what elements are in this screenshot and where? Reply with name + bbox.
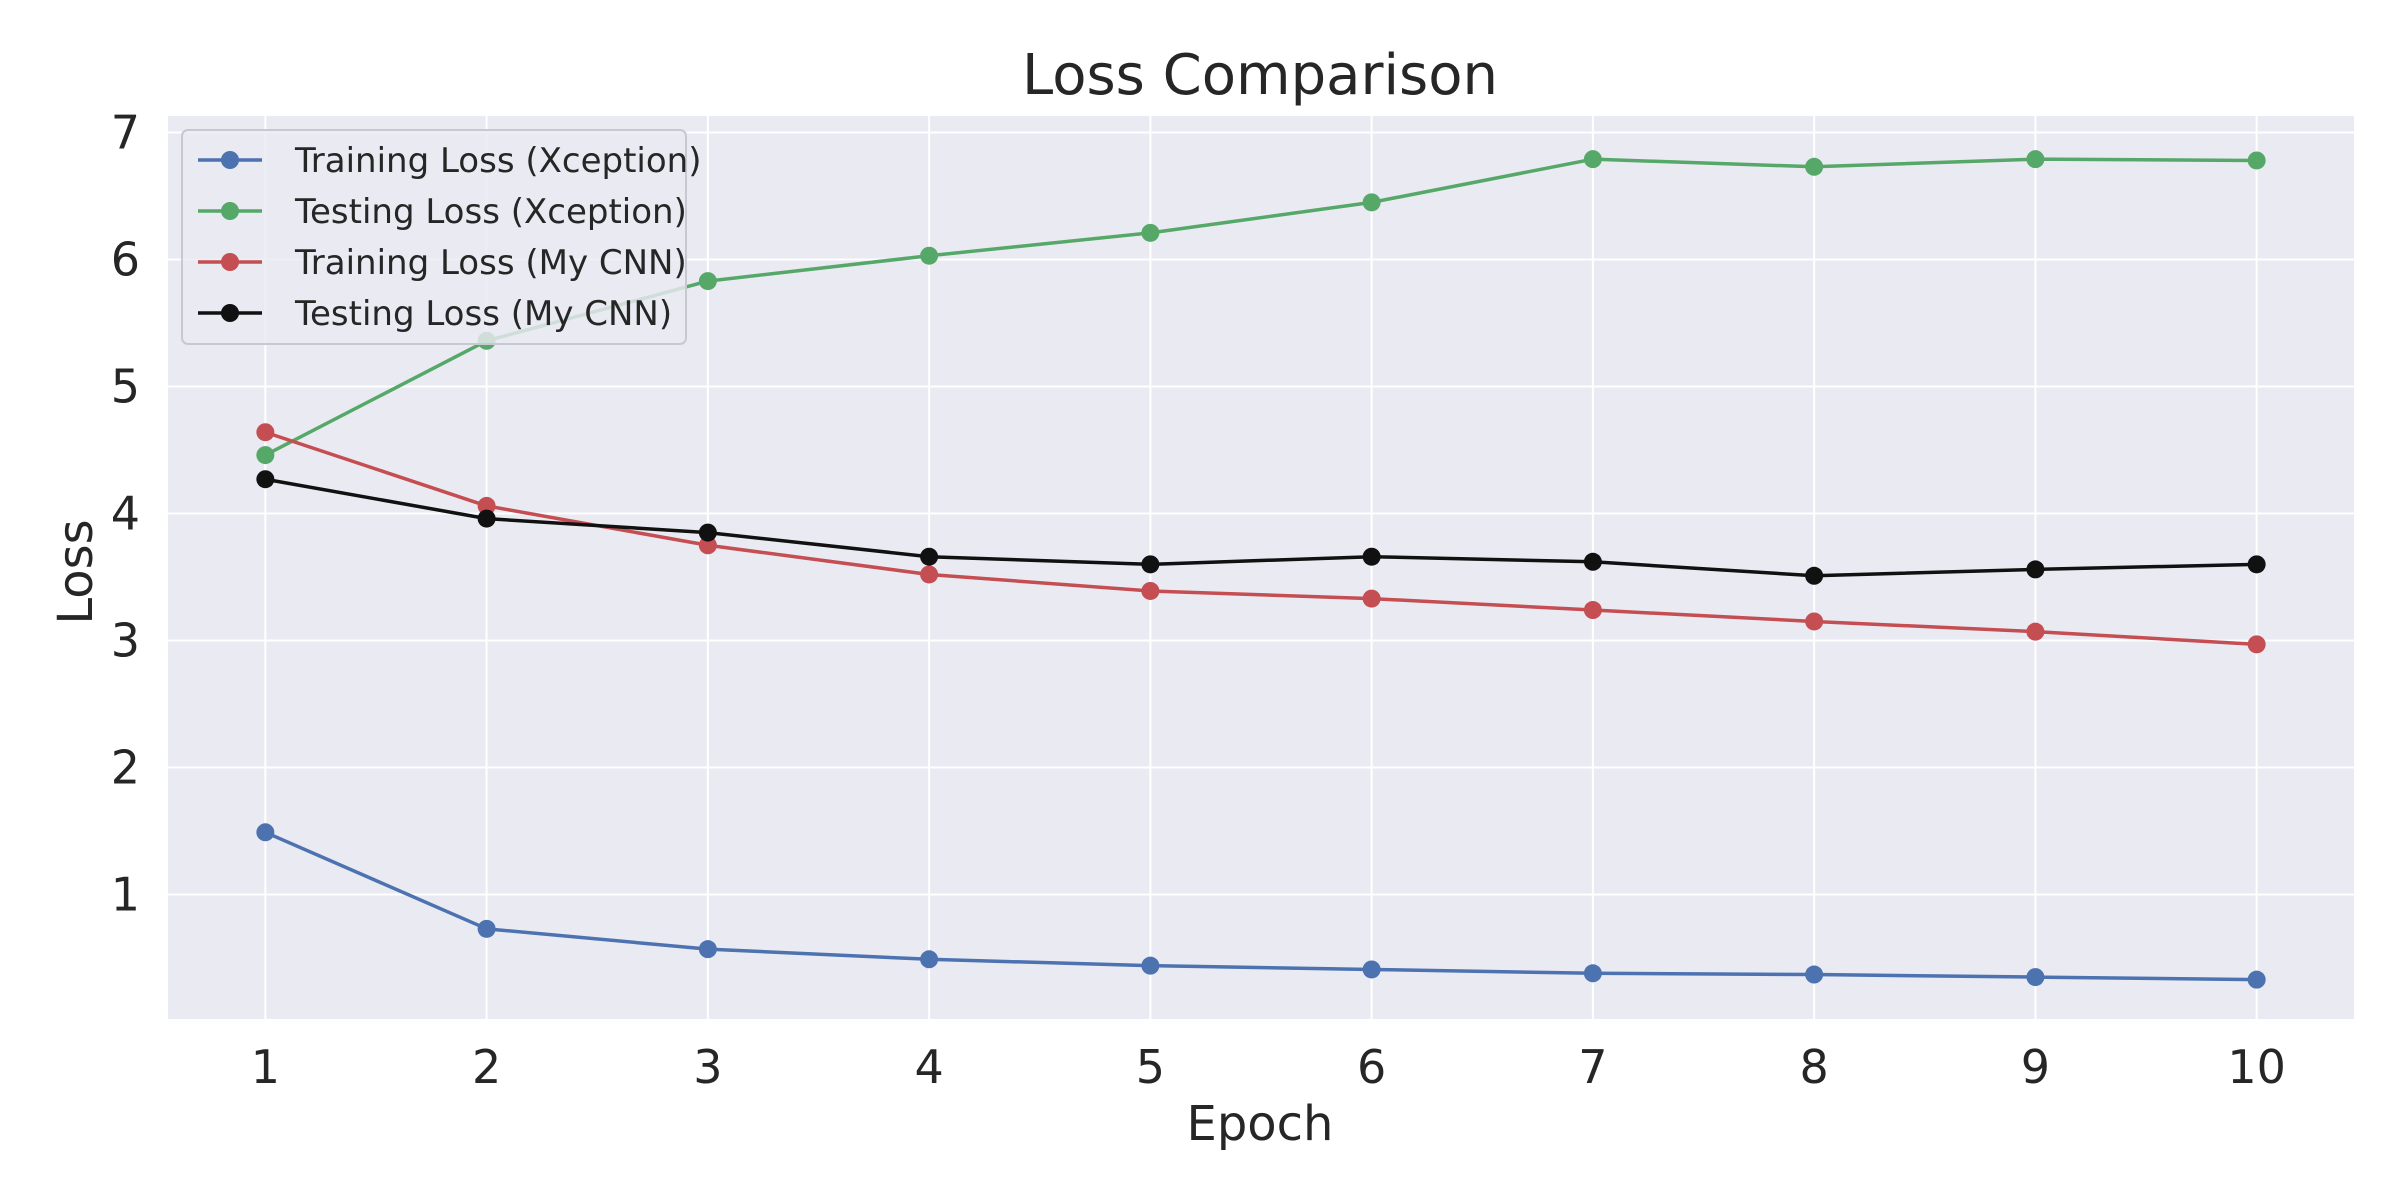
legend-label: Testing Loss (Xception) — [294, 192, 687, 232]
data-point — [256, 823, 275, 842]
legend-label: Testing Loss (My CNN) — [294, 294, 672, 334]
legend-label: Training Loss (My CNN) — [294, 243, 687, 283]
series-line — [263, 477, 2259, 578]
data-point — [477, 509, 496, 528]
x-tick-label: 7 — [1578, 1040, 1607, 1094]
data-point — [1583, 964, 1602, 983]
data-point — [1805, 157, 1824, 176]
y-tick-label: 6 — [111, 233, 140, 287]
data-point — [1362, 193, 1381, 212]
legend-item: Training Loss (Xception) — [198, 141, 702, 181]
x-tick-label: 4 — [914, 1040, 943, 1094]
data-point — [256, 470, 275, 489]
data-point — [698, 536, 717, 555]
x-tick-label: 2 — [472, 1040, 501, 1094]
data-point — [2026, 560, 2045, 579]
data-point — [1583, 552, 1602, 571]
data-point — [2247, 635, 2266, 654]
data-point — [256, 423, 275, 442]
legend-item: Training Loss (My CNN) — [198, 243, 687, 283]
data-point — [1583, 150, 1602, 169]
data-point — [1362, 960, 1381, 979]
x-tick-label: 10 — [2227, 1040, 2286, 1094]
data-point — [1362, 589, 1381, 608]
y-tick-label: 7 — [111, 106, 140, 160]
legend-marker — [221, 202, 239, 220]
legend: Training Loss (Xception) Testing Loss (Xc… — [181, 129, 702, 345]
data-point — [1141, 956, 1160, 975]
legend-item: Testing Loss (Xception) — [198, 192, 687, 232]
legend-marker — [221, 151, 239, 169]
x-tick-label: 8 — [1799, 1040, 1828, 1094]
data-point — [1141, 581, 1160, 600]
data-point — [1141, 223, 1160, 242]
data-point — [2247, 970, 2266, 989]
data-point — [920, 950, 939, 969]
data-point — [477, 496, 496, 515]
data-point — [1141, 555, 1160, 574]
data-point — [1805, 965, 1824, 984]
y-tick-label: 1 — [111, 868, 140, 922]
data-point — [2026, 622, 2045, 641]
x-tick-label: 3 — [693, 1040, 722, 1094]
data-point — [698, 523, 717, 542]
x-axis-label: Epoch — [1187, 1096, 1334, 1152]
data-point — [698, 272, 717, 291]
x-tick-label: 1 — [251, 1040, 280, 1094]
data-point — [1805, 566, 1824, 585]
data-point — [1362, 547, 1381, 566]
series-line — [263, 830, 2259, 982]
series-4 — [256, 470, 2266, 585]
tick-layer: 1 2 3 4 5 6 7 8 9 10 1 2 3 4 5 6 7 — [111, 106, 2286, 1094]
data-point — [477, 919, 496, 938]
legend-label: Training Loss (Xception) — [294, 141, 702, 181]
data-point — [1805, 612, 1824, 631]
data-point — [698, 940, 717, 959]
legend-marker — [221, 253, 239, 271]
data-point — [1583, 601, 1602, 620]
legend-marker — [221, 304, 239, 322]
x-tick-label: 5 — [1136, 1040, 1165, 1094]
series-1 — [256, 823, 2266, 989]
data-point — [2247, 151, 2266, 170]
chart-title: Loss Comparison — [1022, 43, 1498, 108]
legend-box — [181, 129, 687, 345]
data-point — [920, 547, 939, 566]
x-tick-label: 9 — [2021, 1040, 2050, 1094]
data-point — [2026, 150, 2045, 169]
legend-item: Testing Loss (My CNN) — [198, 294, 672, 334]
data-point — [2026, 968, 2045, 987]
data-point — [920, 246, 939, 265]
data-point — [920, 565, 939, 584]
data-point — [2247, 555, 2266, 574]
y-axis-label: Loss — [48, 519, 104, 624]
y-tick-label: 3 — [111, 614, 140, 668]
y-tick-label: 5 — [111, 360, 140, 414]
y-tick-label: 4 — [111, 487, 140, 541]
y-tick-label: 2 — [111, 741, 140, 795]
x-tick-label: 6 — [1357, 1040, 1386, 1094]
data-point — [256, 446, 275, 465]
